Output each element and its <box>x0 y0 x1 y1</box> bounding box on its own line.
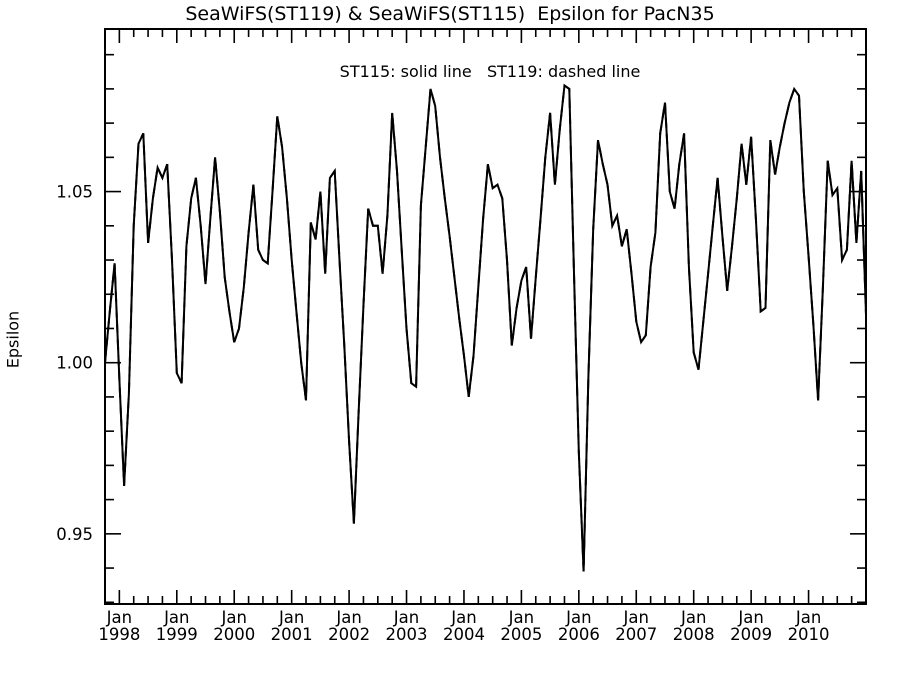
x-axis-tick-label-year: 2008 <box>673 625 715 644</box>
legend-note: ST115: solid line ST119: dashed line <box>339 62 641 81</box>
x-axis-tick-label-jan: Jan <box>335 608 361 627</box>
x-axis-tick-label-year: 2007 <box>615 625 657 644</box>
x-axis-tick-label-jan: Jan <box>106 608 132 627</box>
x-axis-tick-label-year: 1999 <box>156 625 198 644</box>
chart-title: SeaWiFS(ST119) & SeaWiFS(ST115) Epsilon … <box>185 3 715 25</box>
y-axis-tick-label: 1.05 <box>56 183 93 202</box>
x-axis-tick-label-jan: Jan <box>508 608 534 627</box>
x-axis-tick-label-jan: Jan <box>221 608 247 627</box>
x-axis-tick-label-jan: Jan <box>623 608 649 627</box>
x-axis-tick-label-jan: Jan <box>795 608 821 627</box>
x-axis-tick-label-year: 2002 <box>328 625 370 644</box>
x-axis-tick-label-year: 2001 <box>271 625 313 644</box>
series-line-st119 <box>104 83 867 572</box>
x-axis-tick-label-jan: Jan <box>680 608 706 627</box>
y-axis-tick-label: 0.95 <box>56 525 93 544</box>
x-axis-tick-label-year: 2003 <box>386 625 428 644</box>
x-axis-tick-label-jan: Jan <box>450 608 476 627</box>
x-axis-tick-label-year: 2006 <box>558 625 600 644</box>
x-axis-tick-label-jan: Jan <box>737 608 763 627</box>
x-axis-tick-label-jan: Jan <box>565 608 591 627</box>
x-axis-tick-label-jan: Jan <box>163 608 189 627</box>
x-axis-tick-label-year: 2005 <box>500 625 542 644</box>
x-axis-tick-label-year: 1998 <box>98 625 140 644</box>
x-axis-tick-label-year: 2004 <box>443 625 485 644</box>
plot-border <box>104 28 867 605</box>
y-axis-tick-label: 1.00 <box>56 354 93 373</box>
x-axis-tick-label-year: 2000 <box>213 625 255 644</box>
x-axis-tick-label-jan: Jan <box>393 608 419 627</box>
x-axis-tick-label-jan: Jan <box>278 608 304 627</box>
x-axis-tick-label-year: 2010 <box>788 625 830 644</box>
y-axis-title: Epsilon <box>3 310 23 369</box>
x-axis-tick-label-year: 2009 <box>730 625 772 644</box>
